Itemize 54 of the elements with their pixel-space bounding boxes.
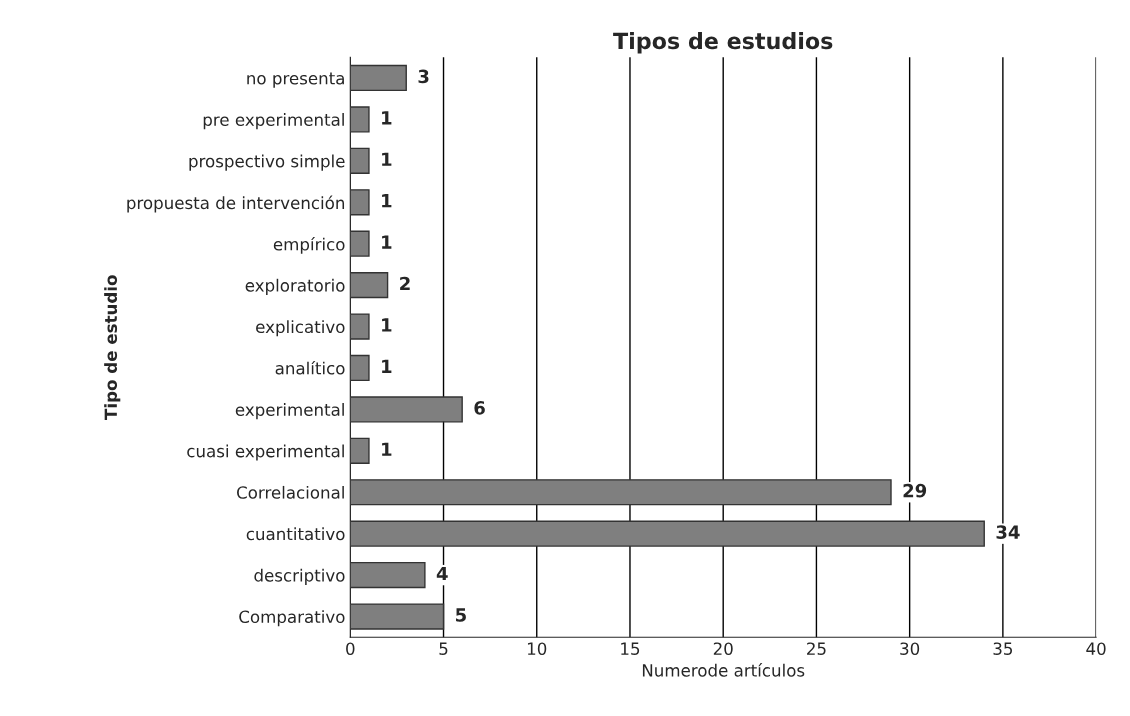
bar	[350, 520, 985, 547]
bar	[350, 271, 389, 299]
data-label: 5	[456, 608, 466, 622]
chart-title: Tipos de estudios	[613, 32, 833, 54]
y-tick-label: exploratorio	[245, 278, 345, 295]
data-label: 3	[418, 69, 429, 84]
data-label: 1	[382, 111, 392, 125]
x-tick-label: 0	[346, 642, 355, 655]
x-axis-title: Numerode artículos	[642, 663, 805, 677]
bar	[350, 147, 370, 174]
data-label: 2	[400, 276, 410, 291]
data-label: 1	[382, 235, 392, 249]
bar	[350, 561, 426, 589]
bar	[350, 313, 370, 340]
y-tick-label: propuesta de intervención	[127, 195, 345, 213]
y-tick-label: explicativo	[256, 320, 345, 337]
data-label: 6	[474, 401, 485, 415]
data-label: 1	[382, 442, 392, 456]
x-tick-label: 35	[993, 642, 1013, 655]
bar	[350, 230, 370, 257]
y-tick-label: cuasi experimental	[187, 444, 344, 461]
y-tick-label: Comparativo	[239, 610, 345, 627]
y-tick-label: pre experimental	[203, 113, 344, 130]
y-tick-label: descriptivo	[254, 568, 345, 585]
data-label: 1	[382, 194, 392, 208]
y-tick-label: experimental	[235, 403, 344, 420]
x-tick-label: 10	[527, 642, 547, 655]
y-tick-label: Correlacional	[237, 485, 344, 499]
x-tick-label: 20	[713, 642, 733, 655]
x-tick-label: 40	[1086, 642, 1106, 655]
y-tick-label: cuantitativo	[246, 527, 345, 541]
x-tick-label: 30	[900, 642, 920, 655]
x-tick-label: 5	[439, 642, 448, 655]
y-tick-label: empírico	[273, 237, 345, 254]
y-tick-label: no presenta	[247, 72, 344, 88]
bar	[350, 479, 892, 506]
data-label: 1	[382, 318, 392, 332]
bar	[350, 396, 463, 423]
bar	[350, 603, 445, 630]
y-tick-label: analítico	[275, 360, 345, 375]
bar	[350, 354, 370, 382]
x-tick-label: 25	[807, 642, 826, 655]
data-label: 1	[382, 152, 392, 166]
bar	[350, 106, 370, 133]
data-label: 34	[996, 525, 1020, 539]
bar	[350, 189, 370, 216]
x-tick-label: 15	[621, 642, 640, 655]
bar	[350, 437, 370, 464]
data-label: 29	[903, 483, 927, 498]
y-tick-label: prospectivo simple	[189, 154, 345, 171]
y-axis-title: Tipo de estudio	[104, 275, 121, 420]
data-label: 1	[382, 359, 392, 373]
bar	[350, 64, 407, 92]
data-label: 4	[436, 566, 448, 581]
